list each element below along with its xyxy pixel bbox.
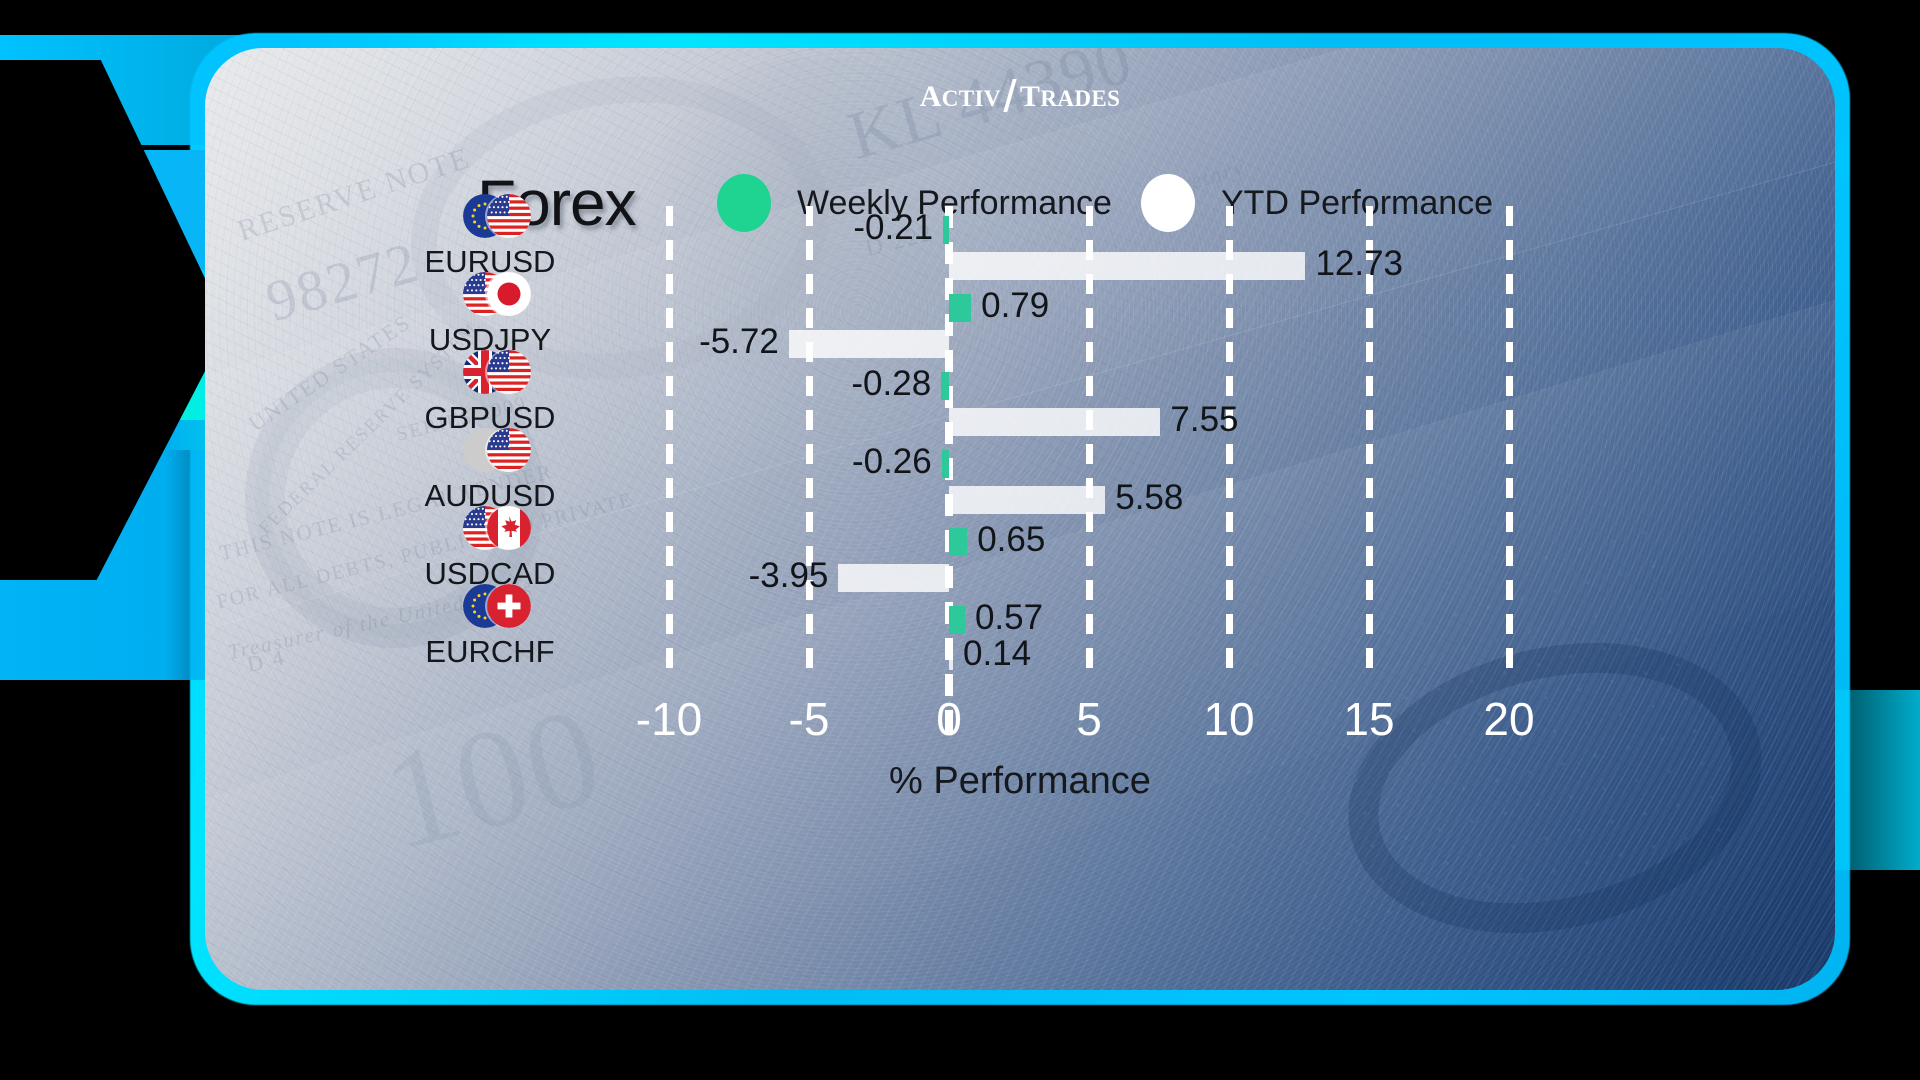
flag-pair-eurchf: [375, 584, 605, 630]
flag-pair-usdcad: [375, 506, 605, 552]
flag-pair-audusd: [375, 428, 605, 474]
bar-eurusd-weekly[interactable]: [943, 216, 949, 244]
bar-audusd-weekly[interactable]: [941, 450, 949, 478]
bar-usdjpy-ytd[interactable]: [788, 330, 949, 358]
bar-value-audusd-weekly: -0.26: [851, 442, 932, 481]
flag-ch-icon: [487, 584, 531, 628]
legend-ytd: YTD Performance: [1141, 174, 1493, 232]
x-tick-label-0: 0: [936, 693, 962, 745]
gridline--5: [805, 206, 813, 678]
x-tick-label-5: 5: [1076, 693, 1102, 745]
category-gbpusd[interactable]: GBPUSD: [375, 350, 605, 436]
bar-usdcad-weekly[interactable]: [949, 528, 968, 556]
gridline-10: [1225, 206, 1233, 678]
legend-label-ytd: YTD Performance: [1221, 183, 1494, 222]
bar-value-eurchf-weekly: 0.57: [974, 598, 1044, 637]
chart-plot-area: -10 -5 0 5 10 15 20 EURUSD -0.21 12.73 USDJPY 0.7…: [205, 48, 1835, 990]
bar-eurchf-weekly[interactable]: [949, 606, 965, 634]
logo-rades: RADES: [1040, 86, 1121, 111]
bar-eurchf-ytd[interactable]: [949, 642, 953, 670]
flag-us-icon: [487, 350, 531, 394]
bar-value-gbpusd-weekly: -0.28: [851, 364, 932, 403]
banknote-portrait-ghost: [635, 58, 995, 458]
bar-usdjpy-weekly[interactable]: [949, 294, 972, 322]
bar-eurusd-ytd[interactable]: [949, 252, 1306, 280]
bar-value-audusd-ytd: 5.58: [1115, 478, 1184, 517]
bar-gbpusd-weekly[interactable]: [941, 372, 949, 400]
legend-label-weekly: Weekly Performance: [797, 183, 1112, 222]
flag-pair-eurusd: [375, 194, 605, 240]
gridline--10: [665, 206, 673, 678]
bar-value-usdcad-weekly: 0.65: [977, 520, 1046, 559]
bar-audusd-ytd[interactable]: [949, 486, 1106, 514]
x-tick-label--10: -10: [635, 693, 703, 745]
category-audusd[interactable]: AUDUSD: [375, 428, 605, 514]
forex-performance-card: RESERVE NOTE 98272 UNITED STATES FEDERAL…: [205, 48, 1835, 990]
x-tick-label-15: 15: [1343, 693, 1395, 745]
x-tick-label-10: 10: [1203, 693, 1255, 745]
bar-value-usdjpy-weekly: 0.79: [981, 286, 1050, 325]
gridline-15: [1365, 206, 1373, 678]
category-usdjpy[interactable]: USDJPY: [375, 272, 605, 358]
gridline-20: [1505, 206, 1513, 678]
flag-pair-gbpusd: [375, 350, 605, 396]
bar-gbpusd-ytd[interactable]: [949, 408, 1161, 436]
legend-marker-weekly-icon: [717, 174, 771, 232]
logo-a: A: [919, 80, 942, 113]
legend-marker-ytd-icon: [1141, 174, 1195, 232]
banknote-federal-seal: [245, 348, 545, 648]
bar-value-eurusd-weekly: -0.21: [853, 208, 934, 247]
category-eurchf[interactable]: EURCHF: [375, 584, 605, 670]
category-label: EURCHF: [425, 634, 555, 669]
zero-axis-line: [945, 206, 953, 746]
flag-pair-usdjpy: [375, 272, 605, 318]
bar-value-usdjpy-ytd: -5.72: [699, 322, 779, 361]
logo-ctiv: CTIV: [941, 86, 1001, 111]
bar-usdcad-ytd[interactable]: [838, 564, 949, 592]
category-usdcad[interactable]: USDCAD: [375, 506, 605, 592]
activtrades-logo: ACTIV TRADES: [205, 76, 1835, 114]
x-tick-label-20: 20: [1483, 693, 1535, 745]
x-tick-label--5: -5: [788, 693, 830, 745]
flag-ca-icon: [487, 506, 531, 550]
bar-value-gbpusd-ytd: 7.55: [1170, 400, 1239, 439]
flag-us-icon: [487, 428, 531, 472]
bar-value-eurchf-ytd: 0.14: [963, 634, 1032, 673]
bar-value-eurusd-ytd: 12.73: [1315, 244, 1404, 283]
flag-us-icon: [487, 194, 531, 238]
gridline-5: [1085, 206, 1093, 678]
x-axis-title: % Performance: [889, 760, 1151, 802]
flag-jp-icon: [487, 272, 531, 316]
legend-weekly: Weekly Performance: [717, 174, 1112, 232]
bar-value-usdcad-ytd: -3.95: [748, 556, 829, 595]
category-eurusd[interactable]: EURUSD: [375, 194, 605, 280]
logo-t: T: [1019, 80, 1041, 113]
